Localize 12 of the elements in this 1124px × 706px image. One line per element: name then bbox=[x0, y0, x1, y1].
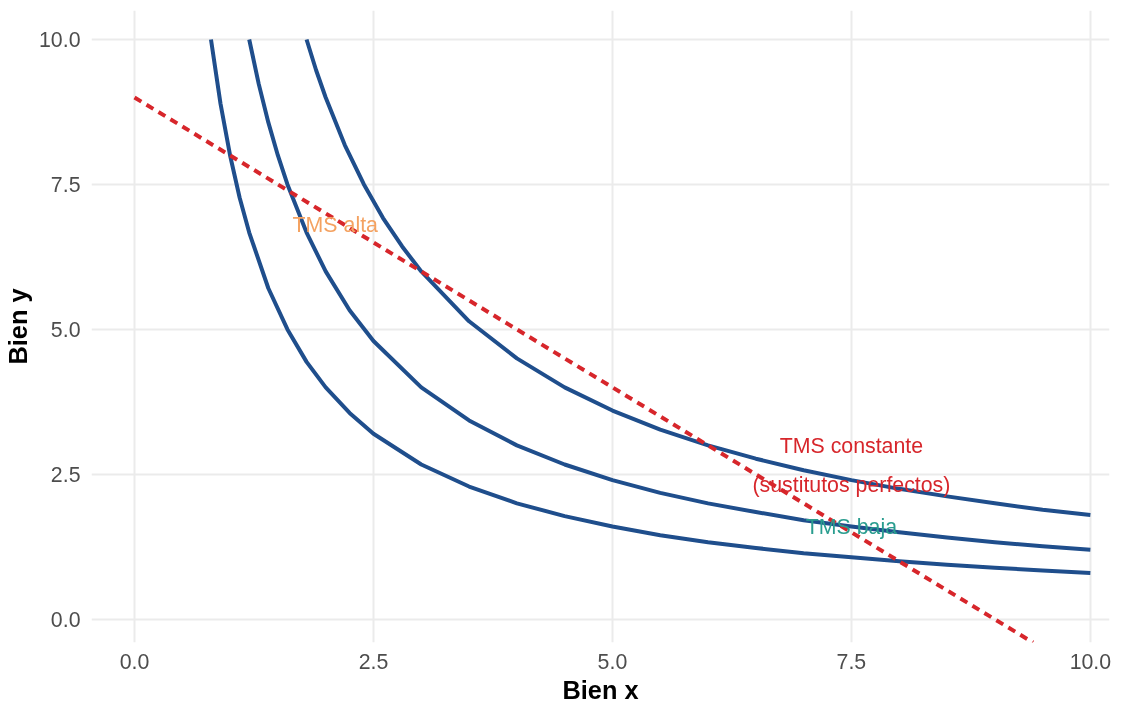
x-tick-label: 10.0 bbox=[1069, 649, 1112, 674]
x-tick-label: 7.5 bbox=[836, 649, 867, 674]
x-tick-label: 2.5 bbox=[358, 649, 389, 674]
y-tick-label: 0.0 bbox=[50, 607, 81, 632]
y-tick-label: 7.5 bbox=[50, 172, 81, 197]
y-tick-label: 10.0 bbox=[38, 27, 81, 52]
y-axis-title: Bien y bbox=[3, 288, 32, 365]
x-axis-title: Bien x bbox=[562, 675, 639, 704]
y-tick-label: 5.0 bbox=[50, 317, 81, 342]
x-tick-label: 0.0 bbox=[119, 649, 150, 674]
y-tick-label: 2.5 bbox=[50, 462, 81, 487]
x-tick-label: 5.0 bbox=[597, 649, 628, 674]
